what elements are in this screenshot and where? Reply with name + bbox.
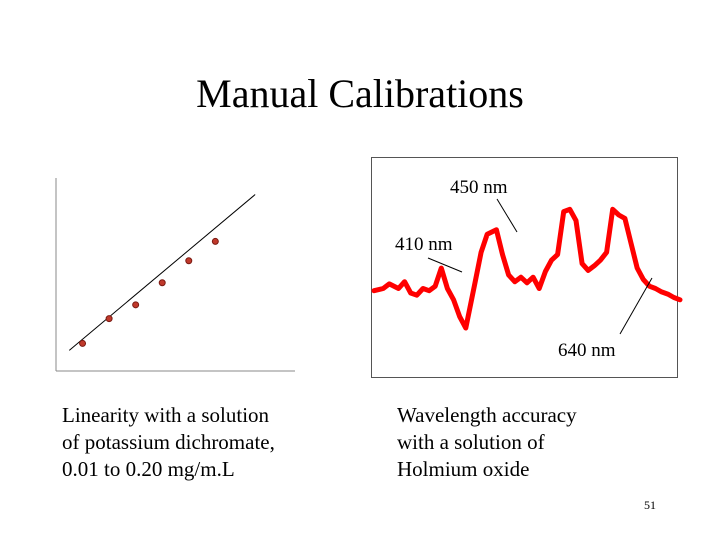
caption-line: 0.01 to 0.20 mg/m.L xyxy=(62,457,235,481)
page-number: 51 xyxy=(644,498,656,512)
scatter-point xyxy=(211,237,219,245)
scatter-point xyxy=(132,301,140,309)
slide-title: Manual Calibrations xyxy=(196,71,524,116)
linear-fit-line xyxy=(68,194,256,351)
scatter-point xyxy=(79,339,87,347)
scatter-point xyxy=(185,257,193,265)
annotation-640nm: 640 nm xyxy=(558,340,616,361)
spectrum-line xyxy=(371,206,683,331)
spectrum-frame xyxy=(371,157,678,378)
caption-line: Wavelength accuracy xyxy=(397,403,577,427)
linearity-caption: Linearity with a solution of potassium d… xyxy=(62,402,275,483)
wavelength-caption: Wavelength accuracy with a solution of H… xyxy=(397,402,577,483)
caption-line: Linearity with a solution xyxy=(62,403,270,427)
caption-line: of potassium dichromate, xyxy=(62,430,275,454)
caption-line: Holmium oxide xyxy=(397,457,530,481)
scatter-point xyxy=(158,279,166,287)
caption-line: with a solution of xyxy=(397,430,545,454)
scatter-point xyxy=(105,315,113,323)
scatter-points xyxy=(79,237,219,347)
annotation-leader-410 xyxy=(427,257,463,273)
annotation-410nm: 410 nm xyxy=(395,234,453,255)
annotation-450nm: 450 nm xyxy=(450,177,508,198)
annotation-leader-450 xyxy=(496,198,518,233)
annotation-leader-640 xyxy=(619,277,653,335)
